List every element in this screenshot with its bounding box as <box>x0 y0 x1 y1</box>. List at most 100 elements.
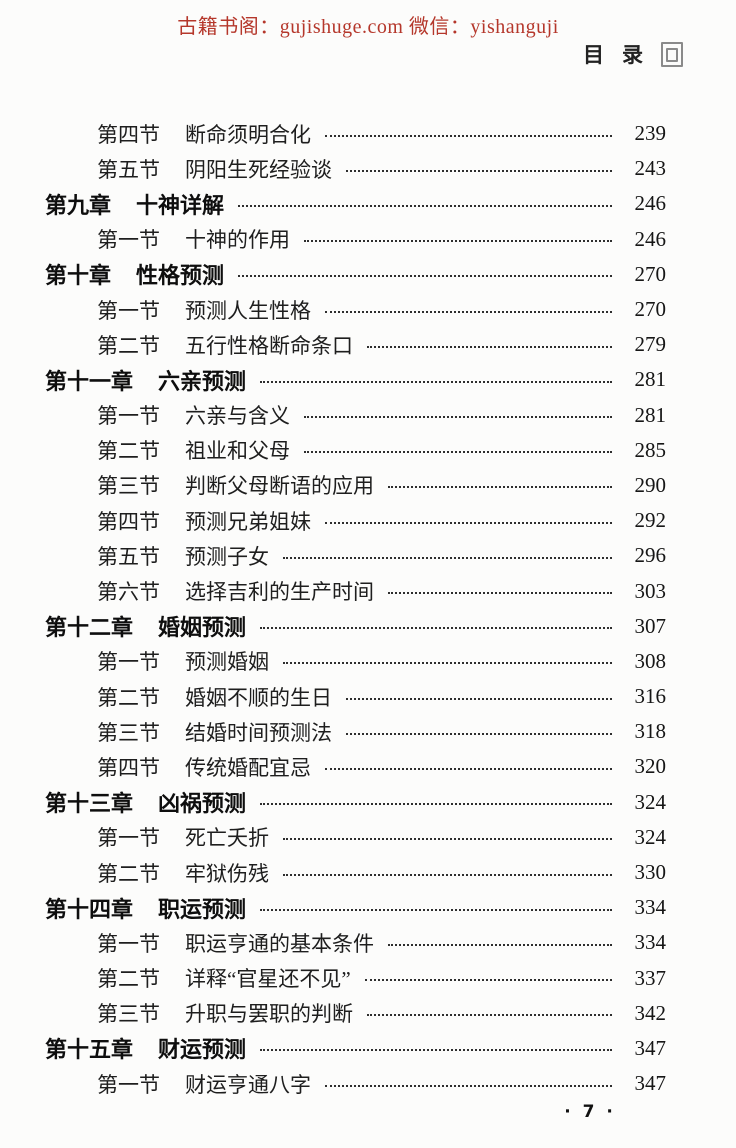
dot-leader <box>260 380 612 383</box>
toc-entry-title: 升职与罢职的判断 <box>185 1002 353 1027</box>
dot-leader <box>346 697 612 700</box>
toc-entry-section: 第六节 选择吉利的生产时间 303 <box>45 573 666 608</box>
toc-entry-section: 第一节 预测婚姻 308 <box>45 644 666 679</box>
toc-entry-page: 270 <box>634 261 667 286</box>
toc-entry-prefix: 第十四章 <box>45 897 134 923</box>
dot-leader <box>304 451 612 454</box>
running-head: 目 录 <box>583 42 683 67</box>
dot-leader <box>260 908 612 911</box>
toc-entry-prefix: 第三节 <box>97 1002 160 1027</box>
toc-entry-title: 职运亨通的基本条件 <box>185 931 374 956</box>
toc-entry-section: 第四节 预测兄弟姐妹 292 <box>45 503 666 538</box>
toc-entry-prefix: 第一节 <box>97 931 160 956</box>
toc-entry-page: 243 <box>634 156 667 181</box>
toc-entry-page: 347 <box>634 1071 667 1096</box>
dot-leader <box>260 627 612 630</box>
toc-entry-title: 预测子女 <box>185 544 269 569</box>
toc-entry-title: 死亡夭折 <box>185 826 269 851</box>
page-number-folio: · 7 · <box>564 1102 616 1122</box>
toc-entry-prefix: 第二节 <box>97 861 160 886</box>
toc-list: 第四节 断命须明合化 239 第五节 阴阳生死经验谈 243 第九章 十神详解 … <box>45 116 666 1101</box>
toc-entry-title: 职运预测 <box>158 897 247 923</box>
toc-entry-title: 六亲预测 <box>158 369 247 395</box>
toc-entry-chapter: 第十一章 六亲预测 281 <box>45 362 666 397</box>
toc-entry-prefix: 第四节 <box>97 509 160 534</box>
toc-entry-title: 预测人生性格 <box>185 298 311 323</box>
toc-entry-page: 270 <box>634 297 667 322</box>
toc-entry-page: 316 <box>634 684 667 709</box>
dot-leader <box>388 486 612 489</box>
toc-entry-title: 断命须明合化 <box>185 122 311 147</box>
toc-entry-page: 330 <box>634 860 667 885</box>
toc-entry-page: 318 <box>634 719 667 744</box>
toc-entry-page: 281 <box>634 402 667 427</box>
toc-entry-prefix: 第九章 <box>45 193 112 219</box>
dot-leader <box>367 1014 612 1017</box>
toc-entry-chapter: 第十五章 财运预测 347 <box>45 1031 666 1066</box>
toc-entry-prefix: 第三节 <box>97 474 160 499</box>
toc-entry-prefix: 第六节 <box>97 580 160 605</box>
toc-entry-page: 307 <box>634 613 667 638</box>
toc-entry-title: 传统婚配宜忌 <box>185 755 311 780</box>
toc-entry-page: 324 <box>634 824 667 849</box>
running-head-char-lu: 录 <box>622 42 643 67</box>
toc-entry-chapter: 第十三章 凶祸预测 324 <box>45 785 666 820</box>
dot-leader <box>304 240 612 243</box>
toc-entry-page: 281 <box>634 367 667 392</box>
dot-leader <box>364 979 612 982</box>
toc-entry-title: 财运亨通八字 <box>185 1072 311 1097</box>
dot-leader <box>283 873 612 876</box>
toc-entry-prefix: 第一节 <box>97 228 160 253</box>
toc-entry-section: 第二节 详释“官星还不见” 337 <box>45 961 666 996</box>
toc-entry-page: 334 <box>634 930 667 955</box>
dot-leader <box>238 204 612 207</box>
dot-leader <box>260 803 612 806</box>
toc-entry-prefix: 第一节 <box>97 650 160 675</box>
dot-leader <box>283 838 612 841</box>
toc-entry-title: 六亲与含义 <box>185 404 290 429</box>
toc-entry-page: 337 <box>634 965 667 990</box>
toc-entry-title: 预测兄弟姐妹 <box>185 509 311 534</box>
toc-entry-section: 第一节 死亡夭折 324 <box>45 820 666 855</box>
toc-entry-section: 第五节 预测子女 296 <box>45 538 666 573</box>
toc-entry-title: 婚姻预测 <box>158 616 247 642</box>
toc-entry-page: 246 <box>634 191 667 216</box>
dot-leader <box>325 521 612 524</box>
dot-leader <box>346 732 612 735</box>
nested-square-icon <box>661 42 683 67</box>
toc-entry-section: 第二节 牢狱伤残 330 <box>45 855 666 890</box>
toc-entry-title: 性格预测 <box>136 264 225 290</box>
toc-entry-section: 第二节 五行性格断命条口 279 <box>45 327 666 362</box>
toc-entry-title: 凶祸预测 <box>158 792 247 818</box>
running-head-char-mu: 目 <box>583 42 604 67</box>
toc-entry-chapter: 第十四章 职运预测 334 <box>45 890 666 925</box>
toc-entry-section: 第四节 传统婚配宜忌 320 <box>45 749 666 784</box>
dot-leader <box>304 416 612 419</box>
toc-entry-prefix: 第十二章 <box>45 616 134 642</box>
dot-leader <box>346 169 612 172</box>
dot-leader <box>325 134 612 137</box>
toc-entry-section: 第一节 职运亨通的基本条件 334 <box>45 925 666 960</box>
dot-leader <box>388 943 612 946</box>
toc-entry-section: 第五节 阴阳生死经验谈 243 <box>45 151 666 186</box>
toc-entry-prefix: 第一节 <box>97 826 160 851</box>
dot-leader <box>325 1084 612 1087</box>
toc-entry-page: 285 <box>634 437 667 462</box>
nested-square-icon-inner <box>666 47 678 62</box>
toc-entry-prefix: 第二节 <box>97 967 160 992</box>
toc-entry-section: 第三节 判断父母断语的应用 290 <box>45 468 666 503</box>
toc-entry-prefix: 第二节 <box>97 439 160 464</box>
toc-entry-page: 246 <box>634 226 667 251</box>
toc-entry-page: 342 <box>634 1000 667 1025</box>
toc-entry-title: 五行性格断命条口 <box>185 333 353 358</box>
toc-entry-title: 结婚时间预测法 <box>185 720 332 745</box>
toc-entry-prefix: 第一节 <box>97 404 160 429</box>
toc-entry-page: 290 <box>634 472 667 497</box>
toc-entry-chapter: 第十章 性格预测 270 <box>45 257 666 292</box>
dot-leader <box>367 345 612 348</box>
toc-entry-prefix: 第十一章 <box>45 369 134 395</box>
toc-entry-title: 详释“官星还不见” <box>185 967 351 992</box>
toc-entry-title: 婚姻不顺的生日 <box>185 685 332 710</box>
toc-entry-page: 324 <box>634 789 667 814</box>
